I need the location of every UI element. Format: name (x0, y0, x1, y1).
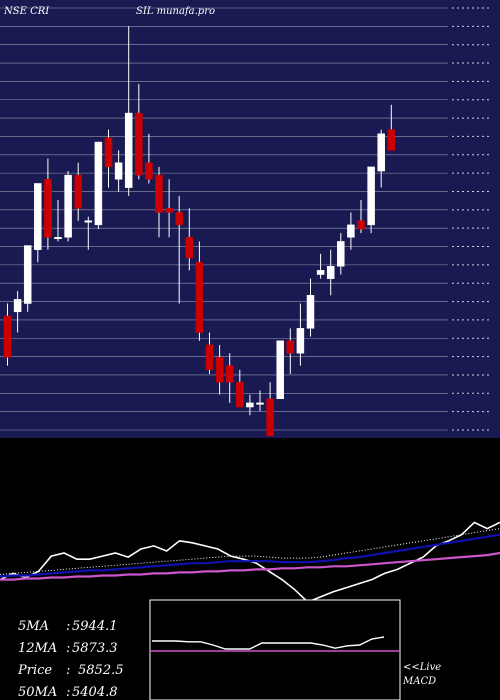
candle-body (195, 261, 204, 333)
candle-body (316, 270, 325, 275)
stat-price-label: Price (17, 663, 52, 678)
candle-body (145, 162, 153, 180)
macd-inset-box (149, 599, 401, 700)
indicator-panel: 5MA : 5944.1 12MA : 5873.3 Price : 5852.… (0, 440, 500, 700)
candle-body (114, 162, 123, 180)
candle-body (306, 294, 315, 329)
candle-body (104, 137, 113, 168)
candle-body (34, 183, 42, 250)
stat-12ma-value: 5873.3 (72, 641, 118, 656)
macd-label: MACD (402, 676, 436, 687)
candle-body (64, 174, 72, 238)
stat-12ma-sep: : (66, 641, 70, 656)
candle-body (175, 212, 183, 226)
candle-body (357, 220, 365, 230)
candle-body (215, 357, 224, 383)
stat-5ma-value: 5944.1 (72, 619, 118, 634)
candle-body (13, 299, 22, 313)
candle-body (367, 166, 375, 226)
candle-body (205, 344, 214, 371)
candle-body (266, 398, 274, 437)
ma-mid-line (0, 533, 500, 578)
moving-average-lines (0, 521, 500, 603)
candle-body (337, 241, 345, 267)
candle-body (54, 237, 62, 240)
symbol-label: NSE CRI (3, 6, 50, 17)
candle-body (3, 315, 12, 358)
candles (3, 26, 396, 437)
candle-body (296, 328, 305, 354)
candle-body (74, 174, 82, 209)
moving-average-chart: 5MA : 5944.1 12MA : 5873.3 Price : 5852.… (0, 521, 500, 700)
stat-50ma-value: 5404.8 (72, 685, 118, 700)
stat-5ma-label: 5MA (18, 619, 49, 634)
macd-live-label: <<Live (403, 662, 441, 673)
candle-body (246, 402, 254, 408)
candle-body (225, 365, 234, 383)
candle-body (165, 208, 173, 213)
stat-50ma-label: 50MA (18, 685, 57, 700)
candle-body (185, 237, 194, 259)
stats-block: 5MA : 5944.1 12MA : 5873.3 Price : 5852.… (17, 619, 124, 700)
candle-body (326, 266, 335, 279)
price-chart: NSE CRI SIL munafa.pro (0, 6, 490, 437)
candle-body (44, 179, 52, 238)
stat-50ma-sep: : (66, 685, 70, 700)
macd-inset (150, 636, 400, 652)
candle-body (23, 245, 32, 304)
candle-body (94, 141, 103, 226)
stat-5ma-sep: : (66, 619, 70, 634)
price-chart-panel: NSE CRI SIL munafa.pro (0, 0, 500, 438)
stat-12ma-label: 12MA (18, 641, 57, 656)
brand-label: SIL munafa.pro (136, 6, 215, 17)
candle-body (377, 133, 385, 172)
stat-price-value: 5852.5 (78, 663, 124, 678)
candle-body (256, 402, 264, 405)
candle-body (286, 340, 295, 354)
candle-body (236, 381, 244, 408)
macd-line (152, 636, 385, 650)
candle-body (124, 112, 133, 188)
candle-body (347, 224, 355, 238)
candle-body (387, 129, 396, 151)
candle-body (135, 112, 143, 176)
ma-short-line (0, 528, 500, 575)
candle-body (276, 340, 284, 399)
ma-long-line (0, 551, 500, 581)
candle-body (84, 220, 93, 223)
stat-price-sep: : (66, 663, 70, 678)
price-axis-ticks (452, 7, 490, 431)
candle-body (155, 174, 163, 213)
